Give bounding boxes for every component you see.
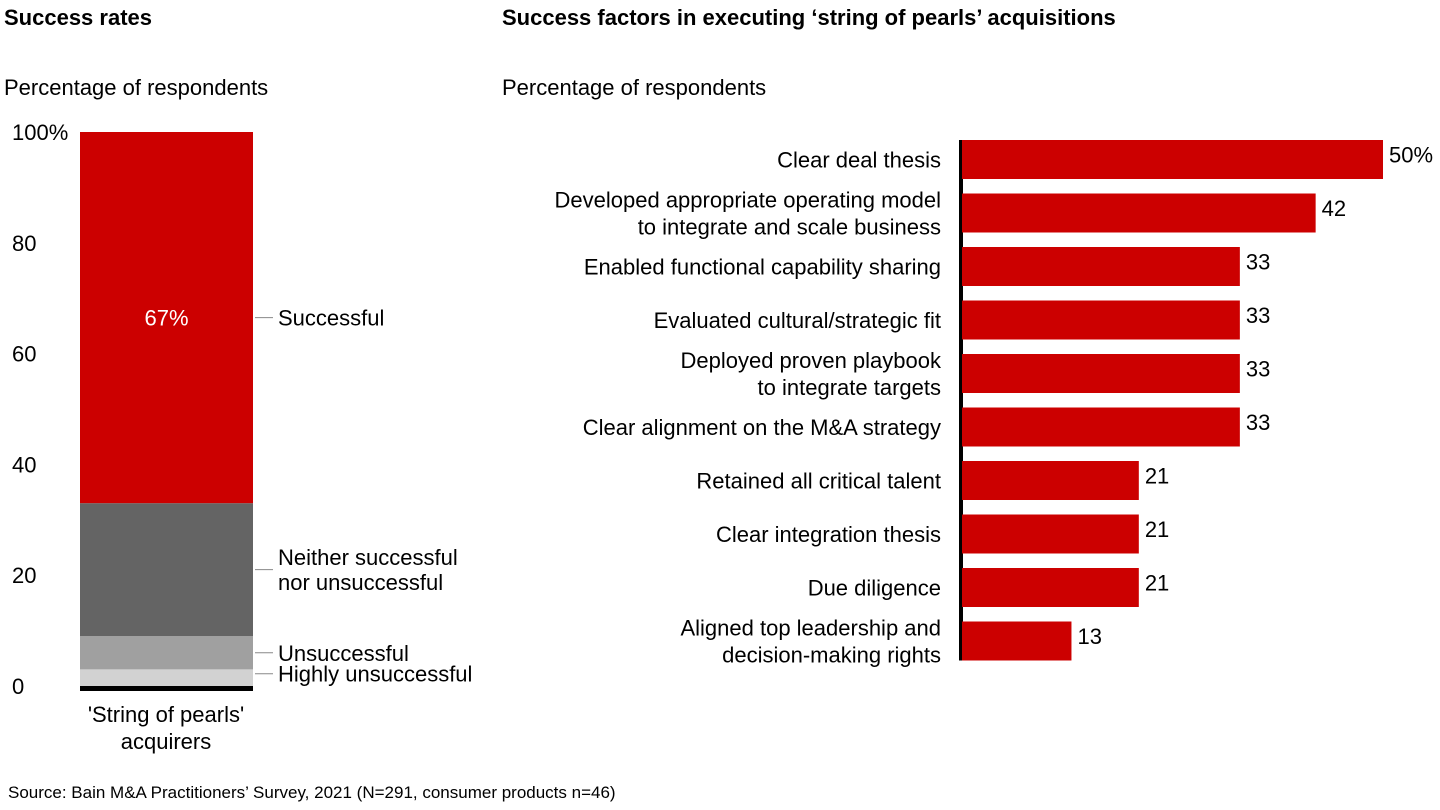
bar-value-label: 21 (1145, 571, 1169, 596)
category-label: Evaluated cultural/strategic fit (654, 308, 941, 333)
stack-segment (80, 669, 253, 686)
left-chart-title: Success rates (4, 5, 152, 30)
bar-value-label: 42 (1322, 196, 1346, 221)
right-chart-subtitle: Percentage of respondents (502, 75, 766, 100)
segment-data-label: 67% (144, 306, 188, 331)
category-label: Developed appropriate operating model (555, 188, 941, 213)
bar-value-label: 33 (1246, 250, 1270, 275)
bar-value-label: 50% (1389, 143, 1433, 168)
left-chart-subtitle: Percentage of respondents (4, 75, 268, 100)
bar-value-label: 33 (1246, 410, 1270, 435)
category-label: Clear integration thesis (716, 522, 941, 547)
bar-value-label: 21 (1145, 517, 1169, 542)
y-tick-label: 100% (12, 120, 68, 145)
y-tick-label: 20 (12, 563, 36, 588)
category-label: to integrate targets (758, 375, 941, 400)
y-tick-label: 0 (12, 674, 24, 699)
category-label: Deployed proven playbook (680, 348, 942, 373)
category-label: Enabled functional capability sharing (584, 255, 941, 280)
bar (962, 461, 1139, 500)
series-label: Unsuccessful (278, 641, 409, 666)
right-chart-title: Success factors in executing ‘string of … (502, 5, 1116, 30)
x-axis-line (80, 686, 253, 691)
bar-value-label: 21 (1145, 464, 1169, 489)
series-label: nor unsuccessful (278, 570, 443, 595)
horizontal-bar-chart: 50% Clear deal thesis 42 Developed appropri… (555, 140, 1433, 668)
category-label: Due diligence (808, 576, 941, 601)
stack-segment (80, 636, 253, 670)
category-label: Clear alignment on the M&A strategy (583, 415, 941, 440)
bar-value-label: 33 (1246, 357, 1270, 382)
y-tick-label: 60 (12, 342, 36, 367)
stack-segment (80, 132, 253, 504)
bar (962, 407, 1240, 447)
stacked-bar-chart: 0 20 40 60 80 100% Highly unsuccessfulUnsucces… (12, 120, 472, 699)
bar (962, 140, 1383, 179)
bar (962, 300, 1240, 340)
source-note: Source: Bain M&A Practitioners’ Survey, … (8, 783, 616, 802)
stack-segment (80, 503, 253, 637)
category-label: Retained all critical talent (696, 469, 941, 494)
y-axis-line (959, 140, 963, 661)
category-label-line1: 'String of pearls' (88, 702, 244, 727)
bar (962, 568, 1139, 607)
bar (962, 514, 1139, 554)
category-label: Aligned top leadership and (680, 616, 941, 641)
series-label: Successful (278, 306, 384, 331)
y-tick-label: 40 (12, 452, 36, 477)
bar-value-label: 33 (1246, 303, 1270, 328)
bar (962, 621, 1072, 661)
bar (962, 354, 1240, 393)
series-label: Highly unsuccessful (278, 662, 472, 687)
bar (962, 193, 1316, 233)
bar (962, 247, 1240, 286)
bar-value-label: 13 (1077, 624, 1101, 649)
y-tick-label: 80 (12, 231, 36, 256)
category-label-line2: acquirers (121, 729, 211, 754)
category-label: to integrate and scale business (638, 215, 941, 240)
category-label: decision-making rights (722, 643, 941, 668)
category-label: Clear deal thesis (777, 148, 941, 173)
series-label: Neither successful (278, 545, 458, 570)
